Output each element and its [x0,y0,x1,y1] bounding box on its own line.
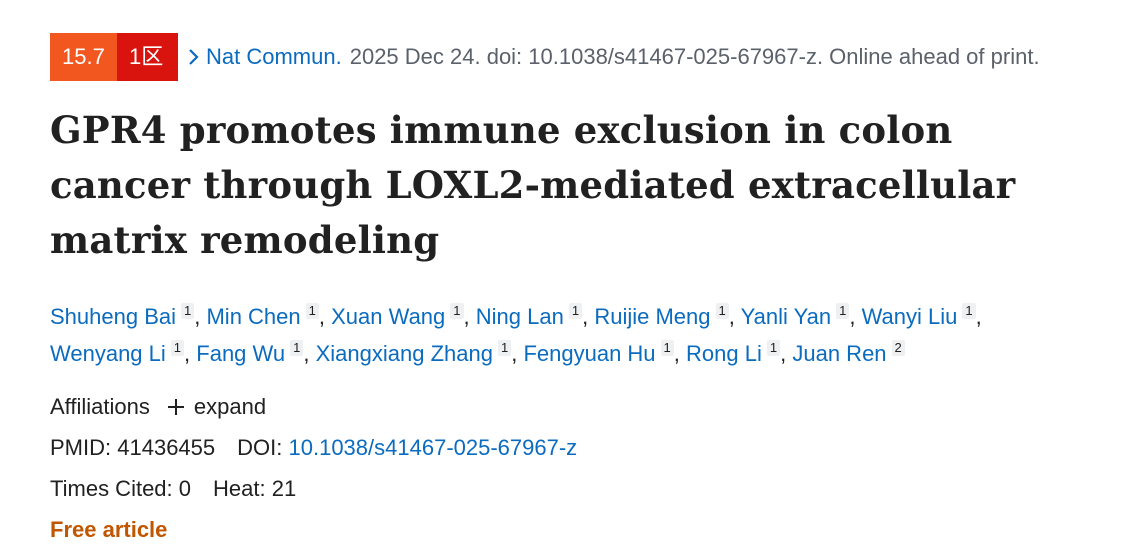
affiliation-ref[interactable]: 1 [715,303,729,319]
author-link[interactable]: Juan Ren [792,341,887,366]
author: Wenyang Li 1 [50,340,190,366]
affiliation-ref[interactable]: 1 [170,340,185,356]
plus-icon [167,399,184,415]
expand-toggle[interactable]: expand [166,394,266,420]
article-title: GPR4 promotes immune exclusion in colon … [50,108,1016,262]
affiliation-ref[interactable]: 1 [181,303,195,319]
author: Juan Ren 2 [792,340,905,366]
author-link[interactable]: Xiangxiang Zhang [315,341,493,366]
affiliation-ref[interactable]: 1 [497,340,512,356]
author-link[interactable]: Xuan Wang [331,304,446,329]
author: Xiangxiang Zhang 1 [315,340,517,366]
author: Xuan Wang 1 [331,303,470,329]
citation-text: 2025 Dec 24. doi: 10.1038/s41467-025-679… [349,44,1040,69]
author-link[interactable]: Ning Lan [475,304,564,329]
metrics-row: Times Cited: 0 Heat: 21 [50,476,1125,502]
author-link[interactable]: Yanli Yan [740,304,832,329]
affiliation-ref[interactable]: 1 [290,340,304,356]
pmid-label: PMID: [50,435,112,460]
affiliations-row: Affiliations expand [50,394,1125,420]
affiliation-ref[interactable]: 1 [836,303,850,319]
times-cited-value: 0 [178,476,192,501]
author: Wanyi Liu 1 [861,303,982,329]
author-link[interactable]: Min Chen [206,304,301,329]
pmid-value: 41436455 [117,435,216,460]
zone-badge: 1区 [117,33,178,81]
affiliation-ref[interactable]: 1 [766,340,781,356]
free-article[interactable]: Free article [50,517,168,542]
author: Min Chen 1 [206,303,325,329]
author: Fengyuan Hu 1 [523,340,680,366]
author: Rong Li 1 [686,340,786,366]
affiliation-ref[interactable]: 1 [305,303,319,319]
free-row: Free article [50,517,1125,543]
author: Fang Wu 1 [196,340,309,366]
author-link[interactable]: Fang Wu [196,341,286,366]
affiliation-ref[interactable]: 1 [660,340,674,356]
affiliation-ref[interactable]: 1 [450,303,464,319]
article-header: 15.7 1区 Nat Commun. 2025 Dec 24. doi: 10… [50,33,1125,543]
affiliation-ref[interactable]: 1 [962,303,976,319]
heat-value: 21 [271,476,297,501]
chevron-icon [189,49,199,65]
author-link[interactable]: Rong Li [686,341,762,366]
author-link[interactable]: Wanyi Liu [861,304,958,329]
doi-link[interactable]: 10.1038/s41467-025-67967-z [288,435,578,460]
author: Yanli Yan 1 [740,303,855,329]
doi-label: DOI: [237,435,283,460]
author: Ruijie Meng 1 [594,303,735,329]
author-link[interactable]: Fengyuan Hu [523,341,656,366]
affiliations-label: Affiliations [50,394,150,419]
author: Ning Lan 1 [475,303,588,329]
heat-label: Heat: [213,476,266,501]
author-link[interactable]: Shuheng Bai [50,304,176,329]
author: Shuheng Bai 1 [50,303,200,329]
affiliation-ref[interactable]: 2 [891,340,905,356]
impact-badge: 15.7 [50,33,117,81]
author-link[interactable]: Wenyang Li [50,341,166,366]
journal-link[interactable]: Nat Commun. [206,44,342,69]
id-row: PMID: 41436455 DOI: 10.1038/s41467-025-6… [50,435,1125,461]
times-cited-label: Times Cited: [50,476,173,501]
citation-line: 15.7 1区 Nat Commun. 2025 Dec 24. doi: 10… [50,33,1125,81]
affiliation-ref[interactable]: 1 [568,303,583,319]
author-link[interactable]: Ruijie Meng [594,304,711,329]
expand-text: expand [193,394,267,419]
